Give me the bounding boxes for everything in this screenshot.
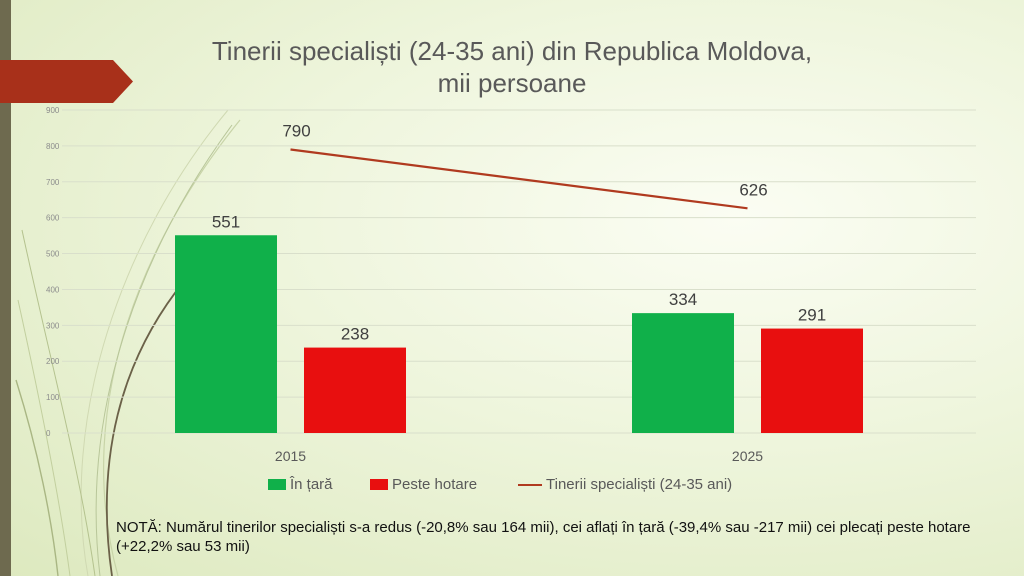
y-tick-label: 900	[46, 106, 60, 115]
y-tick-label: 700	[46, 178, 60, 187]
y-tick-label: 600	[46, 214, 60, 223]
legend-item-peste-hotare: Peste hotare	[370, 476, 477, 493]
legend-label-in-tara: În țară	[290, 476, 333, 493]
chart-legend: În țară Peste hotare Tinerii specialiști…	[0, 476, 1024, 498]
data-label: 334	[669, 290, 697, 309]
x-tick-label: 2015	[275, 448, 306, 464]
legend-item-in-tara: În țară	[268, 476, 333, 493]
legend-label-total: Tinerii specialiști (24-35 ani)	[546, 476, 733, 493]
line-data-label: 790	[282, 121, 310, 140]
legend-swatch-total	[518, 483, 542, 486]
x-tick-label: 2025	[732, 448, 763, 464]
legend-label-peste-hotare: Peste hotare	[392, 476, 478, 493]
data-label: 551	[212, 212, 240, 231]
bar-peste-hotare-2015	[304, 347, 406, 433]
arrow-accent-shape	[0, 60, 133, 103]
data-label: 291	[798, 306, 826, 325]
line-series-total	[290, 148, 748, 210]
decorative-curves	[15, 109, 241, 576]
bar-peste-hotare-2025	[761, 328, 863, 433]
y-tick-label: 0	[46, 429, 51, 438]
y-tick-label: 300	[46, 321, 60, 330]
y-tick-label: 500	[46, 250, 60, 259]
left-accent-bar	[0, 0, 11, 576]
line-data-label: 626	[739, 180, 767, 199]
y-tick-label: 200	[46, 357, 60, 366]
legend-item-total: Tinerii specialiști (24-35 ani)	[518, 476, 732, 493]
bar-in-tara-2015	[175, 235, 277, 433]
bar-in-tara-2025	[632, 313, 734, 433]
legend-swatch-in-tara	[268, 479, 286, 490]
data-label: 238	[341, 325, 369, 344]
chart-title-line-1: Tinerii specialiști (24-35 ani) din Repu…	[211, 36, 813, 66]
y-tick-label: 400	[46, 285, 60, 294]
legend-swatch-peste-hotare	[370, 479, 388, 490]
chart-title-line-2: mii persoane	[437, 68, 587, 98]
y-tick-label: 100	[46, 393, 60, 402]
y-tick-label: 800	[46, 142, 60, 151]
footnote: NOTĂ: Numărul tinerilor specialiști s-a …	[116, 519, 971, 555]
